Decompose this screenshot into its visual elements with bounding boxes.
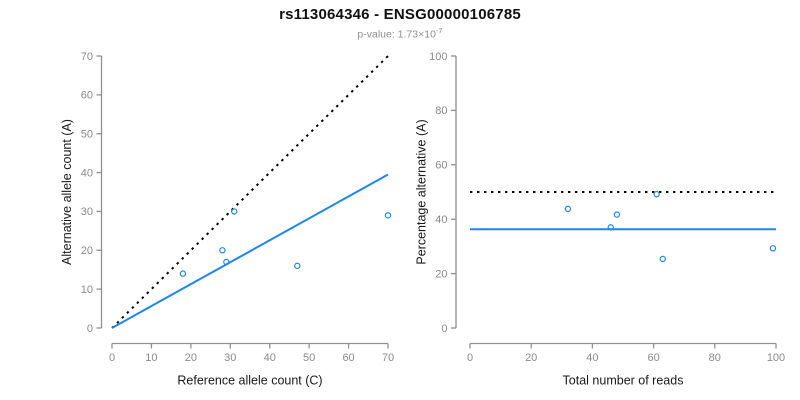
x-tick-label: 20 [185,352,197,364]
y-tick-label: 80 [435,105,447,117]
x-tick-label: 30 [224,352,236,364]
y-tick-label: 20 [435,268,447,280]
y-axis-title: Alternative allele count (A) [60,119,74,265]
identity-line [111,55,389,329]
right-scatter-panel: 0 20 40 60 80 100 0 20 40 60 80 100 Total number of … [415,51,786,388]
y-tick-label: 60 [435,160,447,172]
pvalue-label: p-value: [357,28,398,41]
y-tick-label: 20 [81,245,93,257]
y-axis-title: Percentage alternative (A) [415,119,429,264]
x-tick-label: 40 [264,352,276,364]
x-tick-label: 10 [145,352,157,364]
fit-line [111,173,389,329]
data-point [294,262,301,270]
x-tick-label: 80 [709,352,721,364]
left-scatter-panel: 0 10 20 30 40 50 60 70 0 10 20 30 40 50 60 70 Reference … [60,51,394,388]
x-tick-label: 60 [342,352,354,364]
data-point [653,190,660,198]
data-point [607,224,614,231]
x-tick-label: 100 [767,352,785,364]
y-tick-label: 50 [81,129,93,141]
x-tick-label: 0 [109,352,115,364]
x-tick-label: 60 [647,352,659,364]
y-tick-label: 0 [441,323,447,335]
y-tick-label: 0 [87,323,93,335]
data-point [219,247,226,254]
pvalue-mantissa: 1.73×10 [397,28,436,41]
data-point [564,205,572,213]
x-tick-label: 50 [303,352,315,364]
data-point [384,212,392,219]
y-tick-label: 30 [81,206,93,218]
y-tick-label: 40 [435,214,447,226]
x-tick-label: 20 [525,352,537,364]
x-axis-title: Reference allele count (C) [177,374,322,388]
data-point [769,245,777,252]
x-tick-label: 70 [382,352,394,364]
y-tick-label: 40 [81,167,93,179]
y-tick-label: 10 [81,284,93,296]
data-point [613,211,621,218]
data-point [231,208,238,215]
page-title: rs113064346 - ENSG00000106785 [279,6,521,23]
data-point [179,270,187,277]
data-point [223,258,230,266]
x-tick-label: 0 [467,352,473,364]
data-point [659,255,666,263]
y-tick-label: 60 [81,90,93,102]
y-tick-label: 70 [81,51,93,63]
y-tick-label: 100 [429,51,447,63]
x-tick-label: 40 [586,352,598,364]
pvalue-exponent: -7 [435,26,443,35]
x-axis-title: Total number of reads [563,374,684,388]
pvalue-subtitle: p-value: 1.73×10-7 [0,26,800,41]
